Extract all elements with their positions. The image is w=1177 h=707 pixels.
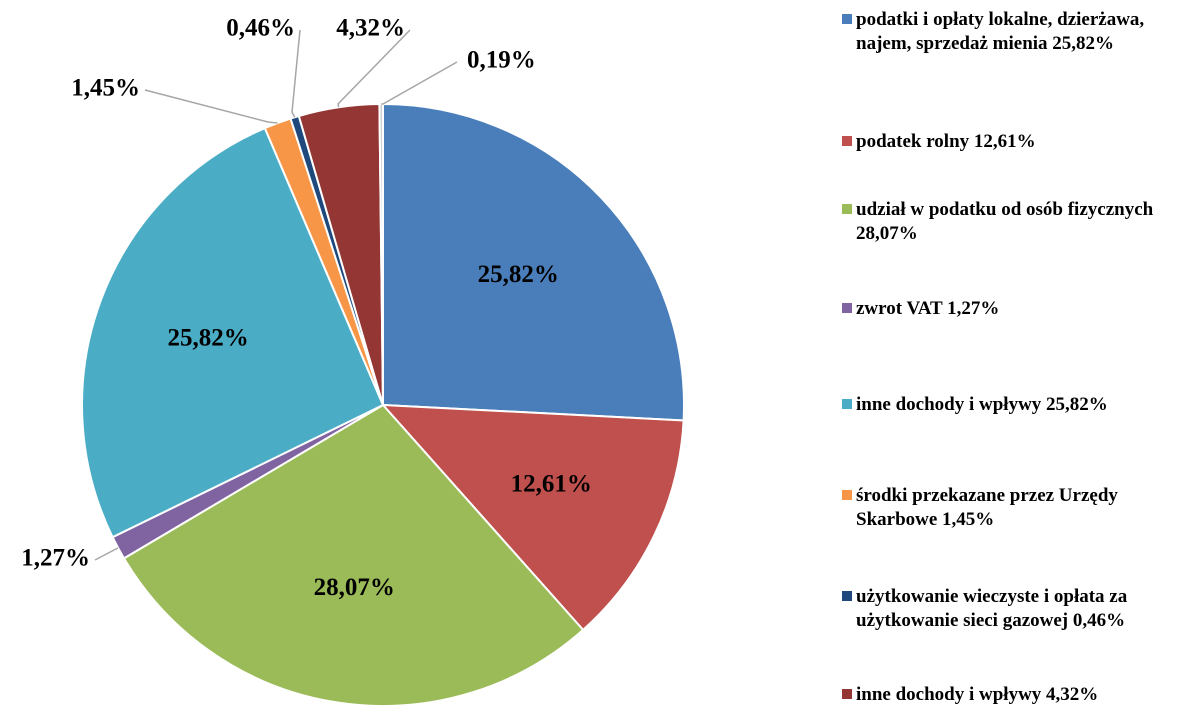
legend-label: podatki i opłaty lokalne, dzierżawa, naj… — [856, 9, 1145, 54]
data-label: 25,82% — [478, 261, 559, 288]
legend-entry: środki przekazane przez Urzędy Skarbowe … — [842, 484, 1177, 532]
data-label: 4,32% — [336, 15, 405, 42]
legend-entry: podatki i opłaty lokalne, dzierżawa, naj… — [842, 8, 1177, 56]
legend-swatch — [842, 399, 852, 409]
legend-swatch — [842, 14, 852, 24]
data-label: 1,45% — [71, 75, 140, 102]
legend-label: środki przekazane przez Urzędy Skarbowe … — [856, 485, 1118, 530]
leader-line — [381, 61, 458, 105]
leader-line — [337, 29, 411, 108]
legend-label: użytkowanie wieczyste i opłata za użytko… — [856, 586, 1128, 631]
legend-swatch — [842, 490, 852, 500]
pie-slice — [380, 403, 685, 632]
data-label: 0,46% — [226, 15, 295, 42]
legend-label: inne dochody i wpływy 25,82% — [856, 394, 1108, 415]
leader-line — [94, 547, 119, 561]
legend-swatch — [842, 689, 852, 699]
leader-line — [144, 89, 278, 124]
data-label: 12,61% — [511, 470, 592, 497]
pie-slice — [122, 403, 585, 707]
legend-label: zwrot VAT 1,27% — [856, 298, 1000, 319]
data-label: 25,82% — [167, 325, 248, 352]
leader-line — [291, 29, 301, 118]
legend-entry: użytkowanie wieczyste i opłata za użytko… — [842, 585, 1177, 633]
legend-swatch — [842, 204, 852, 214]
data-label: 0,19% — [467, 47, 536, 74]
legend-entry: inne dochody i wpływy 25,82% — [842, 393, 1177, 417]
legend-entry: udział w podatku od osób fizycznych 28,0… — [842, 198, 1177, 246]
legend-label: udział w podatku od osób fizycznych 28,0… — [856, 199, 1154, 244]
legend-entry: podatek rolny 12,61% — [842, 130, 1177, 154]
data-label: 28,07% — [314, 574, 395, 601]
data-label: 1,27% — [21, 545, 90, 572]
legend-entry: inne dochody i wpływy 4,32% — [842, 683, 1177, 707]
legend-swatch — [842, 136, 852, 146]
legend-entry: zwrot VAT 1,27% — [842, 297, 1177, 321]
legend-swatch — [842, 303, 852, 313]
pie-slice — [382, 102, 685, 422]
legend-label: inne dochody i wpływy 4,32% — [856, 684, 1099, 705]
legend-label: podatek rolny 12,61% — [856, 131, 1036, 152]
legend-swatch — [842, 591, 852, 601]
